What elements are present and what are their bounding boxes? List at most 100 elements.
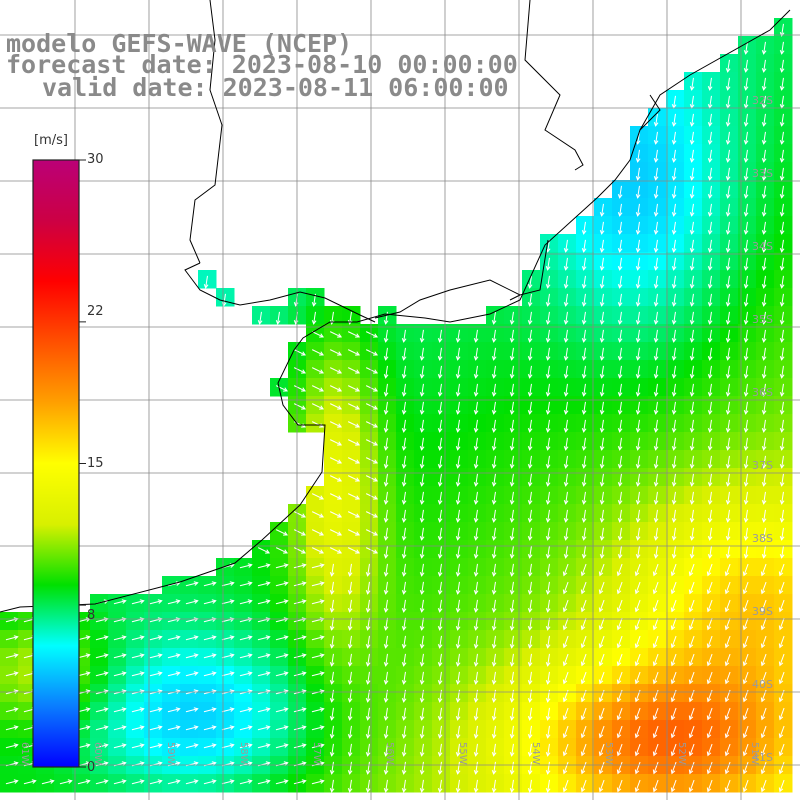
wind-arrow bbox=[419, 491, 425, 505]
wind-arrow bbox=[581, 275, 587, 289]
wind-arrow bbox=[779, 401, 785, 415]
wind-arrow bbox=[203, 653, 217, 659]
wind-arrow bbox=[419, 329, 425, 343]
wind-arrow bbox=[742, 761, 749, 775]
wind-arrow bbox=[491, 365, 497, 379]
wind-arrow bbox=[779, 23, 785, 37]
wind-arrow bbox=[707, 509, 713, 523]
wind-arrow bbox=[491, 509, 497, 523]
wind-arrow bbox=[5, 743, 19, 749]
wind-arrow bbox=[437, 635, 443, 649]
wind-arrow bbox=[185, 707, 199, 713]
wind-arrow bbox=[527, 347, 533, 361]
wind-arrow bbox=[760, 563, 767, 577]
wind-arrow bbox=[742, 617, 749, 631]
wind-arrow bbox=[149, 725, 163, 731]
wind-arrow bbox=[473, 401, 479, 415]
wind-arrow bbox=[689, 437, 695, 451]
wind-arrow bbox=[598, 725, 605, 739]
wind-arrow bbox=[652, 671, 659, 685]
wind-arrow bbox=[383, 743, 389, 757]
map-title-valid-date: valid date: 2023-08-11 06:00:00 bbox=[42, 73, 509, 102]
wind-arrow bbox=[347, 421, 361, 428]
wind-arrow bbox=[455, 509, 461, 523]
longitude-label: 57W bbox=[311, 742, 322, 765]
wind-arrow bbox=[581, 491, 587, 505]
wind-arrow bbox=[635, 419, 641, 433]
wind-arrow bbox=[581, 401, 587, 415]
wind-arrow bbox=[113, 779, 127, 785]
wind-arrow bbox=[455, 455, 461, 469]
longitude-label: 56W bbox=[384, 742, 395, 765]
wind-arrow bbox=[779, 203, 785, 217]
wind-arrow bbox=[365, 635, 371, 649]
wind-arrow bbox=[563, 257, 569, 271]
wind-arrow bbox=[419, 527, 425, 541]
wind-arrow bbox=[455, 635, 461, 649]
wind-arrow bbox=[580, 761, 587, 775]
wind-arrow bbox=[563, 329, 569, 343]
wind-arrow bbox=[419, 437, 425, 451]
wind-arrow bbox=[563, 365, 569, 379]
wind-arrow bbox=[437, 401, 443, 415]
wind-arrow bbox=[671, 185, 677, 199]
wind-arrow bbox=[77, 671, 91, 677]
wind-arrow bbox=[293, 529, 307, 536]
wind-arrow bbox=[653, 185, 659, 199]
wind-arrow bbox=[689, 167, 695, 181]
wind-arrow bbox=[473, 581, 479, 595]
wind-arrow bbox=[257, 671, 271, 677]
wind-arrow bbox=[617, 221, 623, 235]
wind-arrow bbox=[689, 149, 695, 163]
wind-arrow bbox=[383, 707, 389, 721]
wind-arrow bbox=[707, 329, 713, 343]
wind-arrow bbox=[689, 545, 695, 559]
wind-arrow bbox=[509, 347, 515, 361]
wind-arrow bbox=[724, 653, 731, 667]
wind-arrow bbox=[419, 545, 425, 559]
wind-arrow bbox=[311, 743, 325, 749]
wind-arrow bbox=[401, 725, 407, 739]
wind-arrow bbox=[562, 743, 569, 757]
wind-arrow bbox=[545, 617, 551, 631]
wind-arrow bbox=[707, 185, 713, 199]
wind-arrow bbox=[563, 293, 569, 307]
wind-arrow bbox=[563, 509, 569, 523]
wind-arrow bbox=[634, 635, 641, 649]
wind-arrow bbox=[545, 545, 551, 559]
wind-arrow bbox=[616, 563, 623, 577]
wind-arrow bbox=[688, 779, 695, 793]
wind-arrow bbox=[545, 761, 551, 775]
latitude-labels: 32S 33S 34S 35S 36S 37S 38S 39S 40S 41S bbox=[752, 94, 773, 764]
wind-arrow bbox=[473, 347, 479, 361]
wind-arrow bbox=[635, 221, 641, 235]
wind-arrow bbox=[635, 347, 641, 361]
wind-arrow bbox=[527, 401, 533, 415]
wind-arrow bbox=[257, 779, 271, 785]
wind-arrow bbox=[59, 779, 73, 785]
wind-arrow bbox=[419, 455, 425, 469]
wind-arrow bbox=[329, 617, 335, 631]
wind-arrow bbox=[653, 365, 659, 379]
wind-arrow bbox=[293, 635, 307, 641]
wind-arrow bbox=[437, 725, 443, 739]
wind-arrow bbox=[580, 707, 587, 721]
wind-arrow bbox=[778, 671, 785, 685]
wind-arrow bbox=[635, 185, 641, 199]
wind-arrow bbox=[473, 491, 479, 505]
wind-arrow bbox=[419, 563, 425, 577]
wind-arrow bbox=[707, 491, 713, 505]
wind-arrow bbox=[725, 509, 731, 523]
wind-arrow bbox=[293, 349, 307, 356]
map-title-forecast-date: forecast date: 2023-08-10 00:00:00 bbox=[6, 50, 518, 79]
wind-arrow bbox=[77, 725, 91, 731]
wind-arrow bbox=[527, 383, 533, 397]
wind-arrow bbox=[725, 455, 731, 469]
wind-arrow bbox=[437, 671, 443, 685]
wind-arrow bbox=[347, 725, 353, 739]
wind-arrow bbox=[743, 455, 749, 469]
wind-arrow bbox=[347, 635, 353, 649]
wind-arrow bbox=[455, 437, 461, 451]
wind-arrow bbox=[311, 653, 325, 659]
